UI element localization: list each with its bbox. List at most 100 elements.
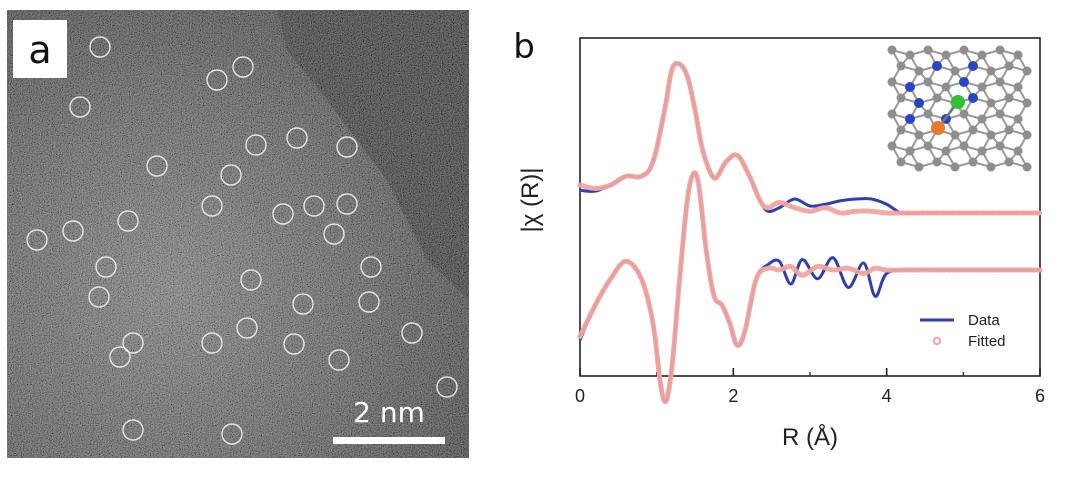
single-atom-marker [122,332,144,354]
stem-image: a 2 nm [7,10,469,458]
single-atom-marker [272,203,294,225]
legend-data-label: Data [968,312,1000,329]
single-atom-marker [206,69,228,91]
single-atom-marker [88,286,110,308]
stem-micrograph-panel: a 2 nm [7,10,469,458]
carbon-atom [1004,61,1014,71]
single-atom-marker [109,346,131,368]
carbon-atom [1013,82,1023,92]
carbon-atom [986,66,996,76]
carbon-atom [896,61,906,71]
single-atom-marker [336,136,358,158]
nitrogen-atom [905,82,915,92]
carbon-atom [923,45,933,55]
carbon-atom [923,77,933,87]
carbon-atom [1004,157,1014,167]
carbon-atom [1013,146,1023,156]
carbon-atom [977,114,987,124]
single-atom-marker [117,210,139,232]
carbon-atom [959,109,969,119]
carbon-atom [1004,93,1014,103]
carbon-atom [986,98,996,108]
nitrogen-atom [932,61,942,71]
single-atom-marker [245,134,267,156]
single-atom-marker [146,155,168,177]
legend: Data Fitted [920,312,1006,350]
single-atom-marker [95,256,117,278]
single-atom-marker [336,193,358,215]
single-atom-marker [122,419,144,441]
carbon-atom [1004,125,1014,135]
scale-bar-label: 2 nm [353,396,425,429]
x-tick-label: 0 [575,386,585,406]
carbon-atom [950,130,960,140]
carbon-atom [1022,66,1032,76]
nitrogen-atom [959,77,969,87]
carbon-atom [887,45,897,55]
carbon-atom [905,146,915,156]
x-tick-label: 2 [728,386,738,406]
carbon-atom [1022,162,1032,172]
single-atom-marker [292,293,314,315]
legend-fitted-label: Fitted [968,333,1006,350]
x-tick-label: 4 [882,386,892,406]
single-atom-marker [436,376,458,398]
carbon-atom [914,162,924,172]
panel-b-label: b [513,27,535,67]
carbon-atom [1013,114,1023,124]
single-atom-marker [201,195,223,217]
carbon-atom [896,93,906,103]
carbon-atom [887,141,897,151]
carbon-atom [1013,50,1023,60]
x-tick-label: 6 [1035,386,1045,406]
carbon-atom [968,125,978,135]
carbon-atom [932,157,942,167]
carbon-atom [932,93,942,103]
carbon-atom [995,45,1005,55]
single-atom-marker [303,195,325,217]
single-atom-marker [69,96,91,118]
carbon-atom [986,130,996,140]
x-axis-title: R (Å) [782,423,838,451]
carbon-atom [950,66,960,76]
single-atom-marker [26,229,48,251]
single-atom-marker [221,423,243,445]
carbon-atom [923,109,933,119]
single-atom-marker [232,56,254,78]
carbon-atom [887,77,897,87]
structure-model-inset [880,44,1038,176]
single-atom-marker [201,332,223,354]
legend-fitted-swatch [932,336,942,346]
carbon-atom [896,125,906,135]
carbon-atom [995,141,1005,151]
single-atom-marker [283,333,305,355]
carbon-atom [986,162,996,172]
single-atom-marker [323,223,345,245]
single-atom-marker [89,36,111,58]
nitrogen-atom [968,93,978,103]
carbon-atom [905,50,915,60]
carbon-atom [941,50,951,60]
panel-label-box [13,20,67,78]
carbon-atom [941,82,951,92]
fitted-series-markers-imaginary [577,170,1043,405]
carbon-atom [977,50,987,60]
single-atom-marker [360,256,382,278]
carbon-atom [941,146,951,156]
single-atom-marker [401,322,423,344]
nitrogen-atom [968,61,978,71]
nitrogen-atom [914,98,924,108]
carbon-atom [995,77,1005,87]
single-atom-marker [286,127,308,149]
metal-atom-orange [931,121,945,135]
carbon-atom [995,109,1005,119]
nitrogen-atom [905,114,915,124]
y-axis-title: |χ (R)| [517,167,544,232]
single-atom-marker [358,291,380,313]
carbon-atom [914,130,924,140]
single-atom-marker [220,164,242,186]
single-atom-marker [236,317,258,339]
carbon-atom [959,141,969,151]
single-atom-marker [328,349,350,371]
exafs-chart: b 0 2 4 6 R (Å) |χ (R)| Data Fitted [513,27,1045,451]
